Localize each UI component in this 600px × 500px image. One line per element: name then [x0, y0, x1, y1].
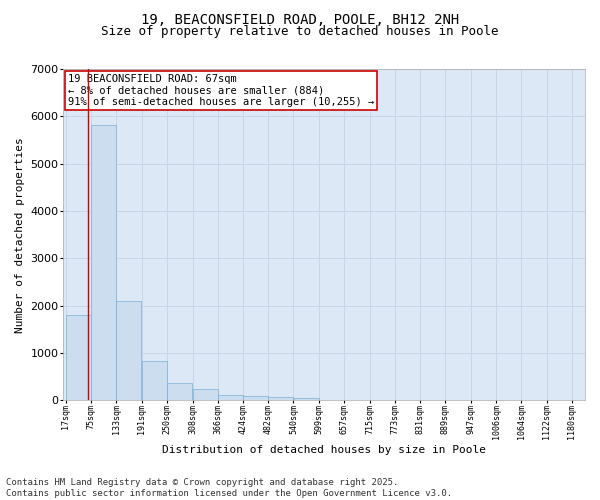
Bar [193, 390, 218, 400]
Text: Size of property relative to detached houses in Poole: Size of property relative to detached ho… [101, 25, 499, 38]
Text: Contains HM Land Registry data © Crown copyright and database right 2025.
Contai: Contains HM Land Registry data © Crown c… [6, 478, 452, 498]
Bar [116, 302, 142, 400]
Bar [218, 395, 243, 400]
Bar [293, 398, 319, 400]
Bar [142, 362, 167, 401]
Text: 19 BEACONSFIELD ROAD: 67sqm
← 8% of detached houses are smaller (884)
91% of sem: 19 BEACONSFIELD ROAD: 67sqm ← 8% of deta… [68, 74, 374, 107]
Bar [91, 126, 116, 400]
Bar [66, 315, 91, 400]
Bar [268, 398, 293, 400]
X-axis label: Distribution of detached houses by size in Poole: Distribution of detached houses by size … [162, 445, 486, 455]
Y-axis label: Number of detached properties: Number of detached properties [15, 137, 25, 332]
Bar [243, 396, 268, 400]
Text: 19, BEACONSFIELD ROAD, POOLE, BH12 2NH: 19, BEACONSFIELD ROAD, POOLE, BH12 2NH [141, 12, 459, 26]
Bar [167, 383, 193, 400]
